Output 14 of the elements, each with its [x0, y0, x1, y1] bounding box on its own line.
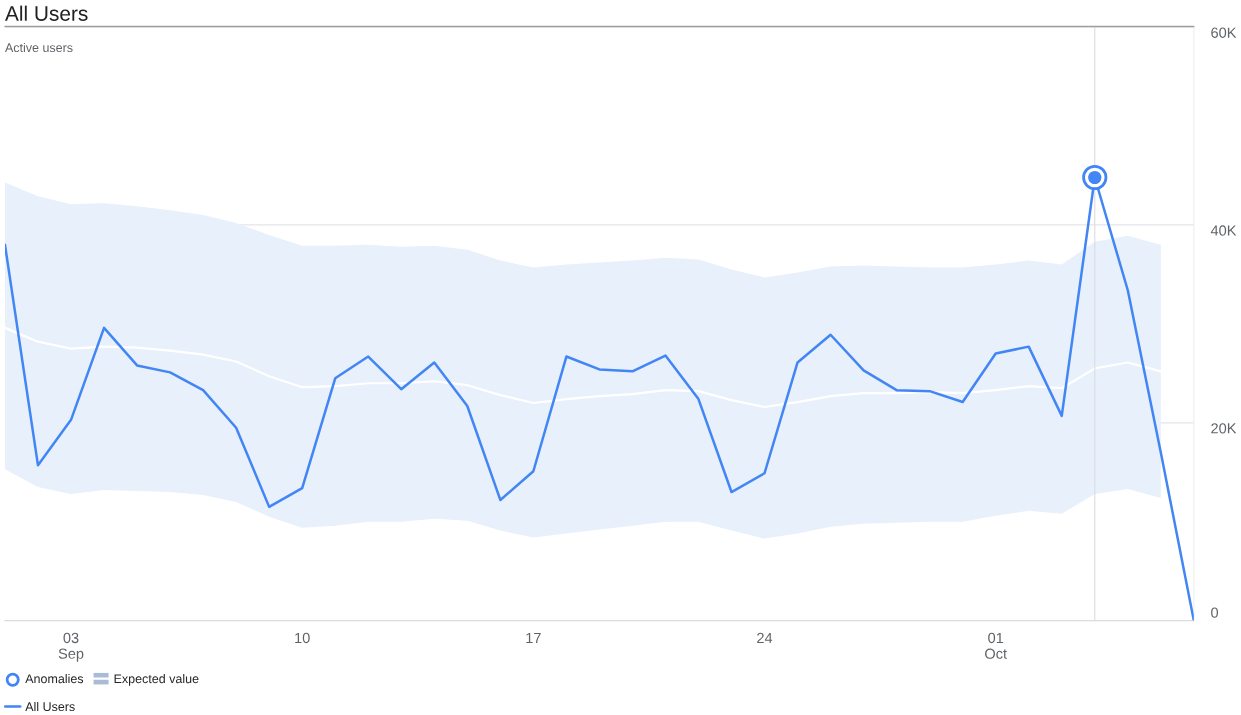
legend-label: All Users	[25, 701, 75, 712]
y-tick-label: 60K	[1211, 27, 1237, 38]
x-tick-label: 10	[295, 632, 310, 644]
y-tick-label: 0	[1211, 607, 1219, 618]
y-tick-label: 20K	[1211, 423, 1237, 434]
x-tick-label: 17	[526, 632, 541, 643]
x-tick-label: 03 Sep	[58, 632, 84, 662]
x-tick-label: 01 Oct	[985, 632, 1007, 659]
legend-label: Anomalies	[25, 673, 84, 684]
x-tick-label: 24	[757, 632, 773, 643]
y-tick-label: 40K	[1210, 225, 1237, 236]
legend-label: Expected value	[114, 673, 199, 686]
chart-title: All Users	[5, 5, 88, 21]
text: Active users	[4, 42, 73, 53]
